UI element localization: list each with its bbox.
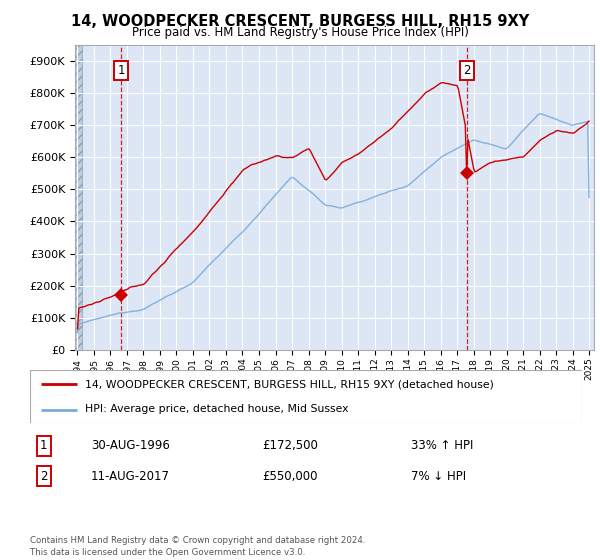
- Text: 2: 2: [463, 64, 471, 77]
- Text: £550,000: £550,000: [262, 469, 317, 483]
- Text: Price paid vs. HM Land Registry's House Price Index (HPI): Price paid vs. HM Land Registry's House …: [131, 26, 469, 39]
- Text: 14, WOODPECKER CRESCENT, BURGESS HILL, RH15 9XY: 14, WOODPECKER CRESCENT, BURGESS HILL, R…: [71, 14, 529, 29]
- Text: 2: 2: [40, 469, 47, 483]
- Text: 1: 1: [40, 439, 47, 452]
- Bar: [69, 45, 82, 350]
- Text: HPI: Average price, detached house, Mid Sussex: HPI: Average price, detached house, Mid …: [85, 404, 349, 414]
- Text: £172,500: £172,500: [262, 439, 318, 452]
- Text: Contains HM Land Registry data © Crown copyright and database right 2024.
This d: Contains HM Land Registry data © Crown c…: [30, 536, 365, 557]
- Text: 30-AUG-1996: 30-AUG-1996: [91, 439, 170, 452]
- Text: 14, WOODPECKER CRESCENT, BURGESS HILL, RH15 9XY (detached house): 14, WOODPECKER CRESCENT, BURGESS HILL, R…: [85, 380, 494, 390]
- Text: 11-AUG-2017: 11-AUG-2017: [91, 469, 170, 483]
- Text: 1: 1: [118, 64, 125, 77]
- Text: 33% ↑ HPI: 33% ↑ HPI: [411, 439, 473, 452]
- Text: 7% ↓ HPI: 7% ↓ HPI: [411, 469, 466, 483]
